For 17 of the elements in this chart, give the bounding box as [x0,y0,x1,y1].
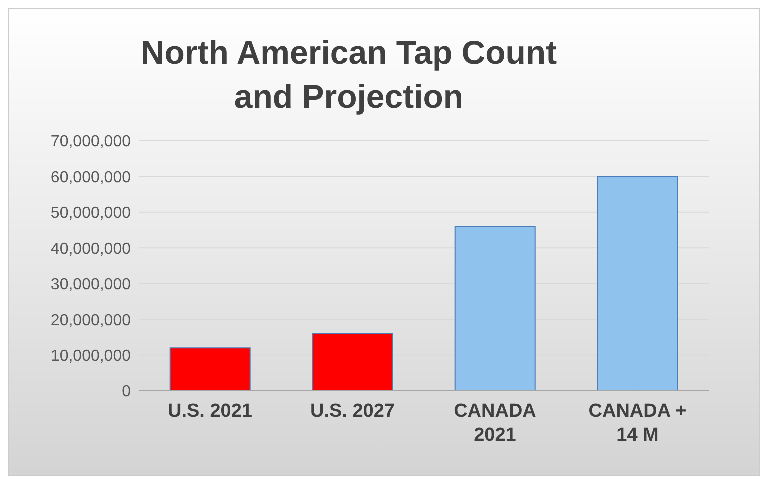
y-tick-label: 30,000,000 [50,276,132,294]
x-tick-label: CANADA + 14 M [588,401,687,446]
y-tick-label: 40,000,000 [50,240,132,258]
y-tick-label: 50,000,000 [50,205,132,222]
y-tick-label: 20,000,000 [50,312,132,330]
chart-title: North American Tap Count and Projection [140,33,558,117]
bar [454,226,536,391]
y-tick-label: 0 [122,384,132,401]
bar [597,176,678,391]
x-tick-label: U.S. 2027 [310,401,395,422]
y-tick-label: 60,000,000 [50,169,132,186]
bar [312,333,394,391]
x-tick-label: U.S. 2021 [168,401,253,422]
y-tick-label: 10,000,000 [50,348,132,365]
y-tick-label: 70,000,000 [50,134,132,151]
x-tick-label: CANADA 2021 [454,401,537,446]
bar [170,348,251,391]
